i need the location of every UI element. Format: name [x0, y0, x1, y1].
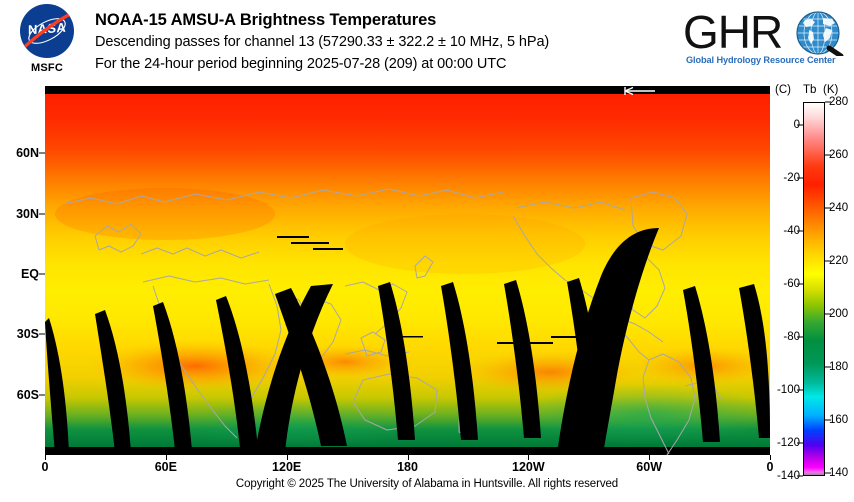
kelvin-tick-160: 160 — [829, 414, 849, 426]
lon-tick-mark — [286, 455, 288, 460]
kelvin-tick-mark — [825, 313, 831, 315]
kelvin-tick-mark — [825, 419, 831, 421]
brightness-temperature-map[interactable] — [45, 86, 770, 455]
lat-tick-mark — [39, 152, 45, 154]
celsius-tick-mark — [797, 389, 803, 391]
kelvin-tick-280: 280 — [829, 96, 849, 108]
lon-tick-0w: 0 — [766, 460, 774, 474]
nasa-logo: NASA MSFC — [10, 4, 84, 82]
kelvin-tick-mark — [825, 260, 831, 262]
celsius-tick-mark — [797, 124, 803, 126]
no-data-swath-gaps — [45, 228, 770, 454]
lat-tick-mark — [39, 333, 45, 335]
lon-tick-120w: 120W — [512, 460, 545, 474]
lon-tick-60e: 60E — [154, 460, 177, 474]
celsius-tick-neg40: -40 — [783, 225, 800, 237]
celsius-tick-neg60: -60 — [783, 278, 800, 290]
lat-tick-30s: 30S — [16, 327, 39, 342]
ghrc-tagline: Global Hydrology Resource Center — [686, 55, 836, 65]
ghrc-logo: GHR — [683, 8, 847, 74]
colorbar-gradient — [803, 102, 825, 476]
celsius-tick-neg20: -20 — [783, 172, 800, 184]
kelvin-tick-180: 180 — [829, 361, 849, 373]
page-title: NOAA-15 AMSU-A Brightness Temperatures — [95, 11, 437, 29]
celsius-tick-mark — [797, 177, 803, 179]
kelvin-tick-140: 140 — [829, 467, 849, 479]
celsius-tick-mark — [797, 283, 803, 285]
kelvin-tick-260: 260 — [829, 149, 849, 161]
header: NASA MSFC NOAA-15 AMSU-A Brightness Temp… — [0, 0, 854, 86]
lat-tick-60n: 60N — [16, 146, 39, 161]
title-subtitle-channel: Descending passes for channel 13 (57290.… — [95, 34, 550, 50]
map-bottom-border — [45, 447, 770, 455]
lat-tick-60s: 60S — [16, 387, 39, 402]
celsius-tick-mark — [797, 336, 803, 338]
lon-tick-mark — [165, 455, 167, 460]
kelvin-tick-mark — [825, 472, 831, 474]
lon-tick-60w: 60W — [636, 460, 663, 474]
lon-tick-mark — [528, 455, 530, 460]
celsius-tick-neg120: -120 — [776, 437, 800, 449]
kelvin-tick-mark — [825, 207, 831, 209]
colorbar-celsius-unit: (C) — [775, 84, 791, 96]
lon-tick-mark — [407, 455, 409, 460]
descending-node-arrow-icon — [624, 86, 655, 96]
copyright-notice: Copyright © 2025 The University of Alaba… — [235, 478, 619, 490]
celsius-tick-neg140: -140 — [776, 470, 800, 482]
celsius-tick-mark — [797, 442, 803, 444]
lon-tick-mark — [45, 455, 46, 460]
kelvin-tick-mark — [825, 101, 831, 103]
kelvin-tick-mark — [825, 366, 831, 368]
colorbar-panel: (C) Tb (K) 280 260 240 220 200 180 160 1… — [775, 84, 854, 482]
lon-tick-mark — [770, 455, 771, 460]
lat-tick-30n: 30N — [16, 206, 39, 221]
kelvin-tick-240: 240 — [829, 202, 849, 214]
kelvin-tick-mark — [825, 154, 831, 156]
nasa-orbit-ellipse — [28, 18, 66, 44]
celsius-tick-neg80: -80 — [783, 331, 800, 343]
nasa-swoosh-icon — [20, 10, 74, 53]
celsius-tick-0: 0 — [793, 119, 800, 131]
lat-tick-mark — [39, 273, 45, 275]
nasa-center-label: MSFC — [31, 62, 63, 74]
svg-text:GHR: GHR — [683, 8, 782, 56]
celsius-tick-neg100: -100 — [776, 384, 800, 396]
colorbar-kelvin-unit: (K) — [823, 84, 839, 96]
celsius-tick-mark — [797, 230, 803, 232]
celsius-tick-mark — [797, 475, 803, 477]
colorbar-quantity-label: Tb — [803, 84, 817, 96]
map-panel[interactable]: 60N 30N EQ 30S 60S 0 60E 120E 180 120W 6… — [16, 86, 773, 474]
kelvin-tick-220: 220 — [829, 255, 849, 267]
map-top-border — [45, 86, 770, 94]
nasa-meatball-icon: NASA — [20, 4, 74, 58]
lat-tick-mark — [39, 213, 45, 215]
lon-tick-180: 180 — [397, 460, 418, 474]
kelvin-tick-200: 200 — [829, 308, 849, 320]
colorbar-ramp — [804, 103, 824, 475]
title-subtitle-period: For the 24-hour period beginning 2025-07… — [95, 56, 507, 72]
lon-tick-0e: 0 — [41, 460, 49, 474]
title-block: NOAA-15 AMSU-A Brightness Temperatures D… — [95, 9, 675, 75]
lat-tick-eq: EQ — [20, 266, 39, 281]
ghrc-wordmark-icon: GHR — [683, 8, 844, 56]
lon-tick-mark — [649, 455, 651, 460]
lon-tick-120e: 120E — [272, 460, 302, 474]
lat-tick-mark — [39, 394, 45, 396]
